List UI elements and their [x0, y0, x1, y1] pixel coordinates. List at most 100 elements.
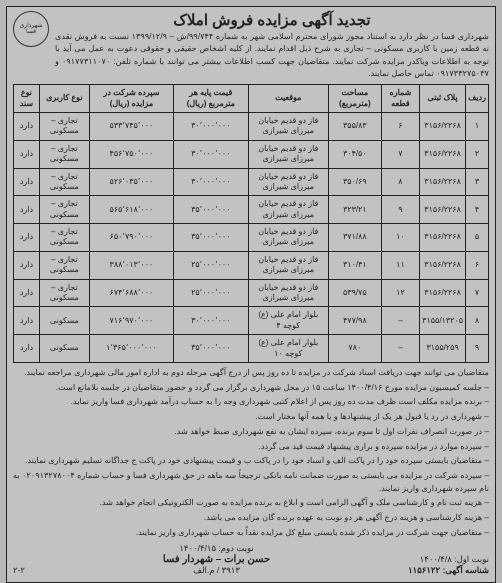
table-cell: ۶۵۰٬۷۹۰٬۰۰۰ — [89, 224, 173, 252]
table-cell: دارد — [14, 168, 40, 196]
table-cell: ۳۱۵۵/۲۵۹ — [420, 335, 466, 363]
table-cell: ۷ — [466, 279, 489, 307]
properties-table: ردیفپلاک ثبتیشماره قطعهمساحت (مترمربع)مو… — [13, 84, 489, 363]
table-header-row: ردیفپلاک ثبتیشماره قطعهمساحت (مترمربع)مو… — [14, 85, 489, 113]
table-cell: ۳۱۵۶/۲۲۶۸ — [420, 168, 466, 196]
table-cell: ۷۱۶٬۹۷۰٬۰۰۰ — [89, 307, 173, 335]
table-cell: ۳۰٬۰۰۰٬۰۰۰ — [173, 140, 248, 168]
table-header-cell: پلاک ثبتی — [420, 85, 466, 113]
table-cell: ۱ — [466, 112, 489, 140]
table-body: ۱۳۱۵۶/۲۲۶۸۶۳۵۵/۸۳فاز دو قدیم خیابان میرز… — [14, 112, 489, 362]
nobat2: نوبت دوم: ۱۴۰۰/۴/۱۵ — [25, 543, 408, 554]
table-cell: دارد — [14, 224, 40, 252]
ad-id: ۱۱۵۶۱۲۲ — [408, 565, 440, 575]
logo-caption: شهرداری فسا — [14, 23, 48, 35]
table-cell: دارد — [14, 196, 40, 224]
table-cell: ۵۶۵٬۶۱۸٬۰۰۰ — [89, 196, 173, 224]
table-row: ۸۳۱۵۵/۱۳۲۰۵–۴۷۷/۹۸بلوار امام علی (ع) کوچ… — [14, 307, 489, 335]
table-cell: دارد — [14, 112, 40, 140]
table-cell: ۷ — [381, 140, 419, 168]
table-cell: ۱٬۳۶۵٬۰۰۰٬۰۰۰ — [89, 335, 173, 363]
table-cell: ۳۱۵۶/۲۲۶۸ — [420, 140, 466, 168]
code2: ۲-۲ — [13, 565, 25, 576]
table-row: ۳۳۱۵۶/۲۲۶۸۸۳۵۰/۶۹فاز دو قدیم خیابان میرز… — [14, 168, 489, 196]
intro-text: شهرداری فسا در نظر دارد به استناد مجوز ش… — [55, 31, 489, 80]
note-line: – سپرده شرکت در مزایده می بایستی به صورت… — [13, 470, 489, 495]
table-cell: دارد — [14, 307, 40, 335]
table-cell: ۳۱۵۶/۲۲۶۸ — [420, 196, 466, 224]
signature: حسن برات – شهردار فسا — [25, 554, 408, 565]
table-cell: – — [381, 307, 419, 335]
footer: نوبت اول: ۱۴۰۰/۴/۸ شناسه آگهی: ۱۱۵۶۱۲۲ ن… — [13, 543, 489, 576]
table-cell: ۷۸۰ — [328, 335, 381, 363]
table-cell: تجاری – مسکونی — [39, 279, 89, 307]
table-row: ۵۳۱۵۶/۲۲۶۸۱۰۳۷۱/۸۸فاز دو قدیم خیابان میر… — [14, 224, 489, 252]
table-header-cell: نوع سند — [14, 85, 40, 113]
table-cell: ۳ — [466, 168, 489, 196]
table-cell: فاز دو قدیم خیابان میرزای شیرازی — [248, 140, 328, 168]
note-line: – جلسه کمیسیون مزایده مورخ ۱۴۰۰/۴/۱۶ ساع… — [13, 382, 489, 395]
note-line: – سپرده موارد در مزایده سپرده و براری پی… — [13, 441, 489, 454]
table-cell: ۶ — [466, 251, 489, 279]
table-cell: ۳۱۰/۴۱ — [328, 251, 381, 279]
table-cell: فاز دو قدیم خیابان میرزای شیرازی — [248, 196, 328, 224]
table-row: ۷۳۱۵۶/۲۲۶۸۱۲۵۳۹/۷۵فاز دو قدیم خیابان میر… — [14, 279, 489, 307]
table-cell: فاز دو قدیم خیابان میرزای شیرازی — [248, 279, 328, 307]
table-cell: ۳۱۵۵/۱۳۲۰۵ — [420, 307, 466, 335]
table-cell: فاز دو قدیم خیابان میرزای شیرازی — [248, 112, 328, 140]
note-line: – هزینه ثبت نام و کارشناسی ملک و آگهی ال… — [13, 497, 489, 510]
table-cell: ۳۵٬۰۰۰٬۰۰۰ — [173, 224, 248, 252]
table-cell: ۳۵٬۰۰۰٬۰۰۰ — [173, 196, 248, 224]
table-cell: ۸ — [381, 168, 419, 196]
table-cell: ۳۸۸٬۰۱۳٬۰۰۰ — [89, 251, 173, 279]
table-cell: ۳۰۴/۵۰ — [328, 140, 381, 168]
table-cell: ۳۱۵۶/۲۲۶۸ — [420, 224, 466, 252]
code1: ۳۹۱۳ / م.الف — [25, 565, 408, 576]
table-cell: ۱۰ — [381, 224, 419, 252]
table-row: ۱۳۱۵۶/۲۲۶۸۶۳۵۵/۸۳فاز دو قدیم خیابان میرز… — [14, 112, 489, 140]
table-cell: ۳۰٬۰۰۰٬۰۰۰ — [173, 168, 248, 196]
table-cell: ۸ — [466, 307, 489, 335]
table-cell: ۳۵۵/۸۳ — [328, 112, 381, 140]
table-header-cell: قیمت پایه هر مترمربع (ریال) — [173, 85, 248, 113]
table-cell: ۵ — [466, 224, 489, 252]
table-cell: تجاری – مسکونی — [39, 196, 89, 224]
table-cell: دارد — [14, 279, 40, 307]
table-cell: ۹ — [466, 335, 489, 363]
table-cell: ۹ — [381, 196, 419, 224]
table-cell: ۳۵٬۰۰۰٬۰۰۰ — [173, 335, 248, 363]
table-cell: ۴۵۶٬۷۵۰٬۰۰۰ — [89, 140, 173, 168]
table-cell: دارد — [14, 140, 40, 168]
table-row: ۶۳۱۵۶/۲۲۶۸۱۱۳۱۰/۴۱فاز دو قدیم خیابان میر… — [14, 251, 489, 279]
table-row: ۹۳۱۵۵/۲۵۹–۷۸۰بلوار امام علی (ع) کوچه ۱۰۳… — [14, 335, 489, 363]
table-header-cell: ردیف — [466, 85, 489, 113]
notes-section: متقاضیان می توانند جهت دریافت اسناد شرکت… — [13, 367, 489, 539]
note-line: – در صورت انصراف نفرات اول تا سوم برنده،… — [13, 426, 489, 439]
nobat1: نوبت اول: ۱۴۰۰/۴/۸ — [408, 554, 489, 565]
table-cell: ۲۵٬۰۰۰٬۰۰۰ — [173, 279, 248, 307]
table-cell: فاز دو قدیم خیابان میرزای شیرازی — [248, 168, 328, 196]
note-line: – شهرداری در رد یا قبول هر یک از پیشنهاد… — [13, 411, 489, 424]
table-cell: تجاری – مسکونی — [39, 140, 89, 168]
header: تجدید آگهی مزایده فروش املاک شهرداری فسا… — [13, 11, 489, 80]
table-cell: ۶ — [381, 112, 419, 140]
table-cell: دارد — [14, 335, 40, 363]
note-line: متقاضیان می توانند جهت دریافت اسناد شرکت… — [13, 367, 489, 380]
page: تجدید آگهی مزایده فروش املاک شهرداری فسا… — [6, 6, 496, 583]
table-header-cell: شماره قطعه — [381, 85, 419, 113]
table-cell: ۳۵۰/۶۹ — [328, 168, 381, 196]
table-cell: ۳۱۵۶/۲۲۶۸ — [420, 279, 466, 307]
table-cell: ۵۳۳٬۷۴۵٬۰۰۰ — [89, 112, 173, 140]
page-title: تجدید آگهی مزایده فروش املاک — [55, 11, 489, 29]
table-cell: تجاری – مسکونی — [39, 251, 89, 279]
table-cell: ۴ — [466, 196, 489, 224]
table-cell: ۳۱۵۶/۲۲۶۸ — [420, 112, 466, 140]
table-row: ۲۳۱۵۶/۲۲۶۸۷۳۰۴/۵۰فاز دو قدیم خیابان میرز… — [14, 140, 489, 168]
table-cell: دارد — [14, 251, 40, 279]
table-cell: فاز دو قدیم خیابان میرزای شیرازی — [248, 224, 328, 252]
note-line: – برنده مزایده مکلف است ظرف مدت ده روز پ… — [13, 396, 489, 409]
table-cell: ۱۱ — [381, 251, 419, 279]
table-cell: ۵۲۶٬۰۳۵٬۰۰۰ — [89, 168, 173, 196]
table-cell: مسکونی — [39, 335, 89, 363]
table-cell: ۲۵٬۰۰۰٬۰۰۰ — [173, 251, 248, 279]
